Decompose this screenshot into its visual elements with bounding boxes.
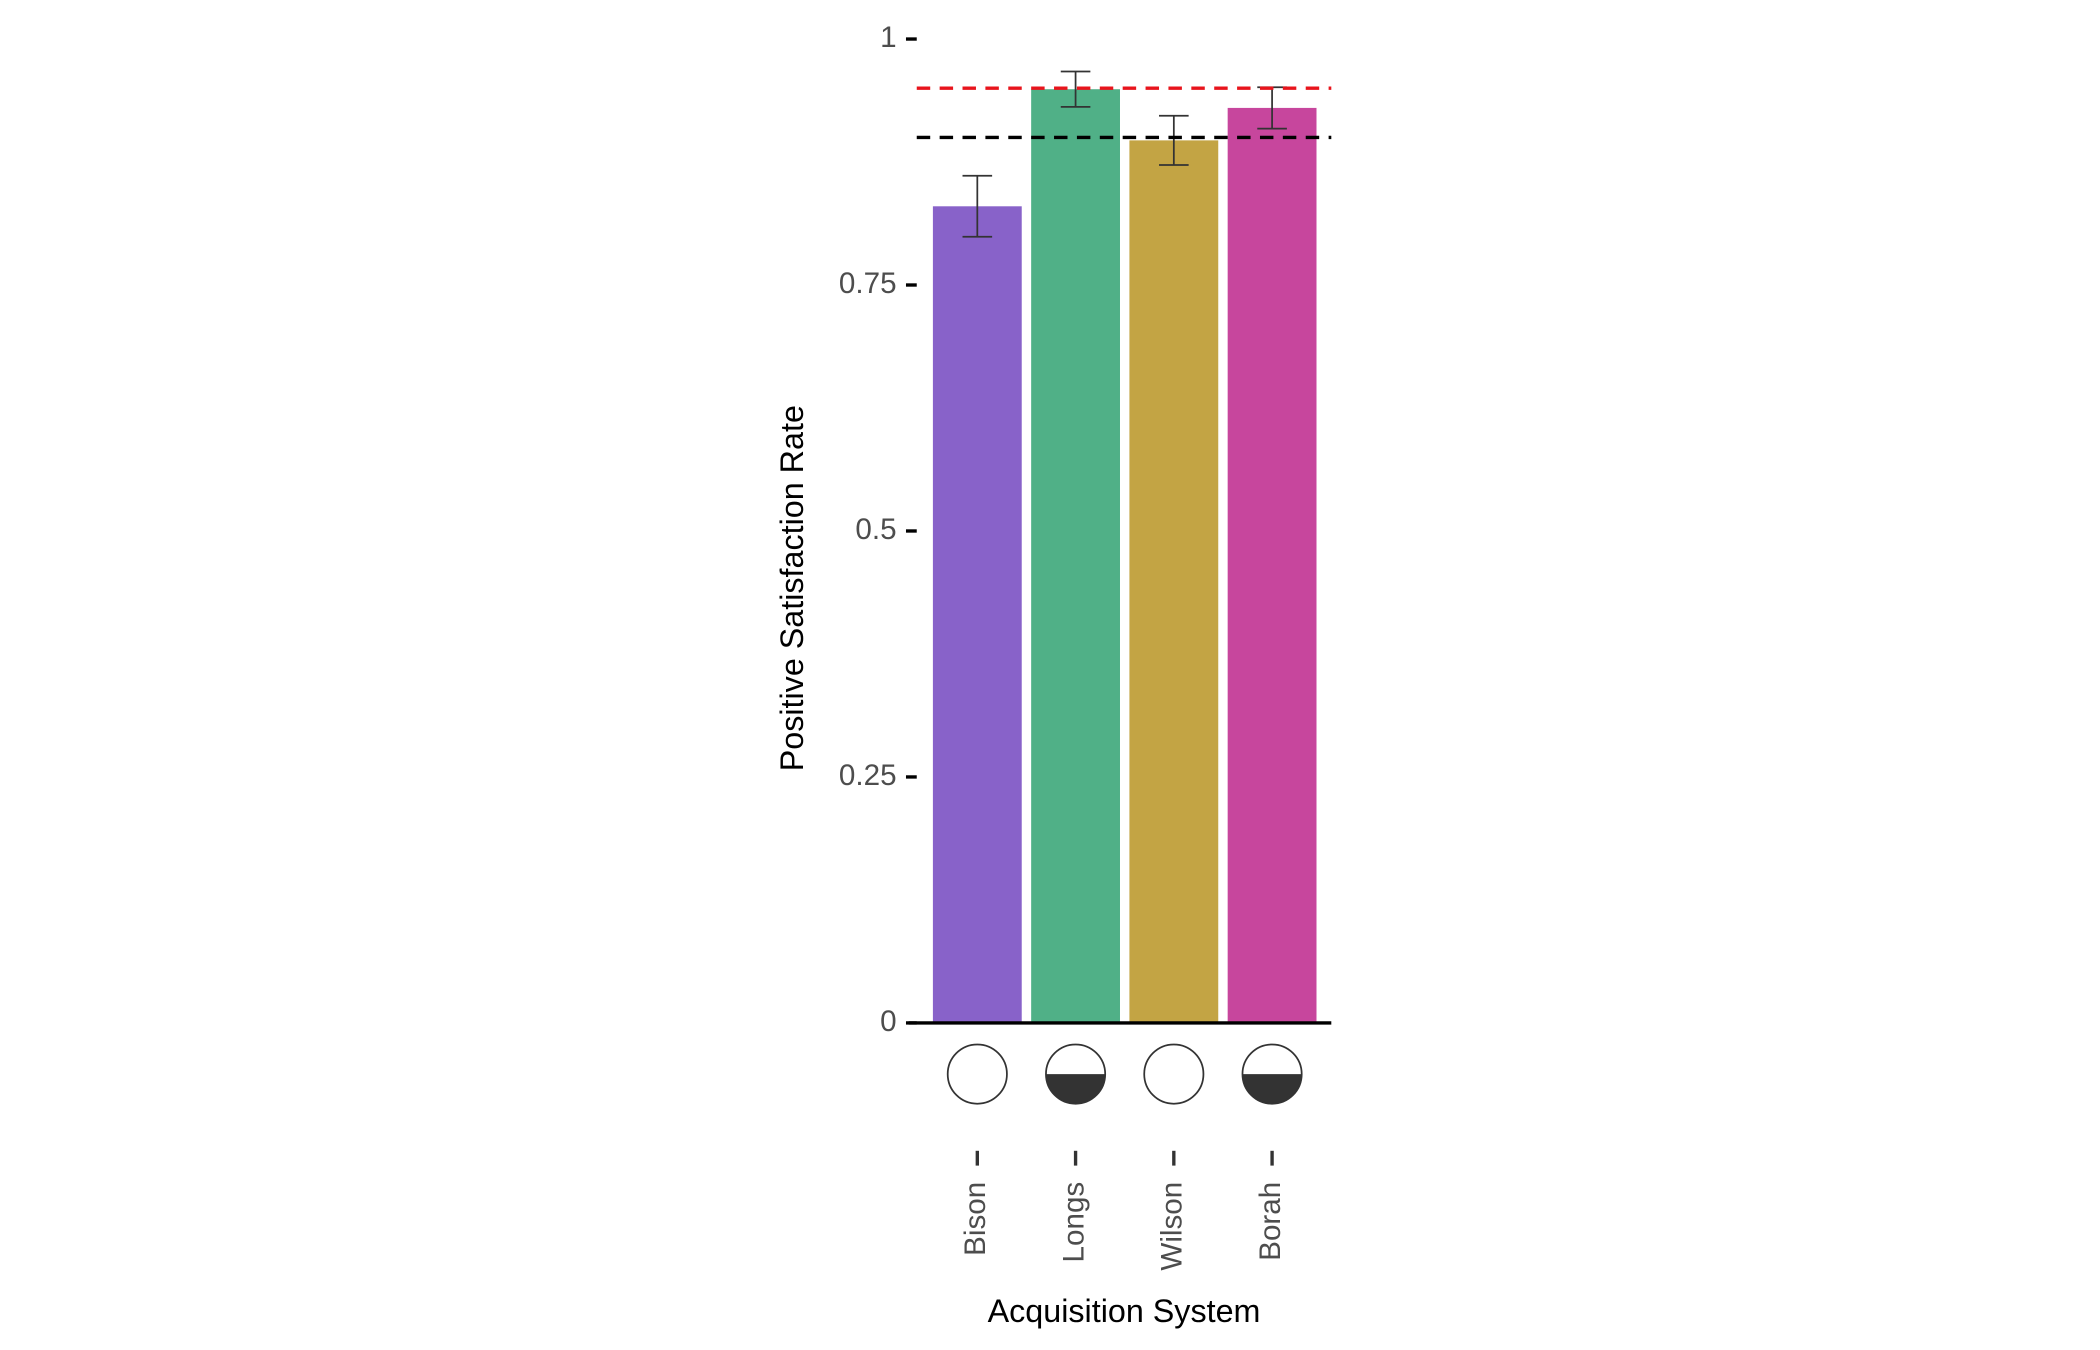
bar <box>1227 107 1317 1023</box>
bar <box>932 206 1022 1023</box>
marker <box>1241 1043 1303 1105</box>
bar <box>1031 89 1120 1023</box>
marker <box>946 1043 1008 1105</box>
y-tick-label: 0 <box>880 1005 896 1038</box>
x-tick-label: Wilson <box>1156 1182 1189 1271</box>
marker-half <box>1045 1074 1106 1104</box>
error-bar <box>1060 70 1091 108</box>
y-axis-title: Positive Satisfaction Rate <box>774 405 810 771</box>
y-tick-label: 0.75 <box>839 267 897 300</box>
error-bar <box>1159 114 1189 166</box>
x-tick-label: Borah <box>1254 1182 1287 1261</box>
x-tick-label: Bison <box>959 1182 992 1256</box>
x-axis-title: Acquisition System <box>988 1293 1261 1329</box>
marker-half <box>1242 1074 1302 1104</box>
marker <box>1045 1043 1107 1105</box>
error-bar <box>962 174 993 238</box>
x-tick-label: Longs <box>1057 1182 1090 1263</box>
bar <box>1129 140 1219 1023</box>
y-tick-label: 0.25 <box>839 759 897 792</box>
marker <box>1143 1043 1205 1105</box>
y-tick-label: 1 <box>880 21 896 54</box>
y-tick-label: 0.5 <box>855 513 896 546</box>
